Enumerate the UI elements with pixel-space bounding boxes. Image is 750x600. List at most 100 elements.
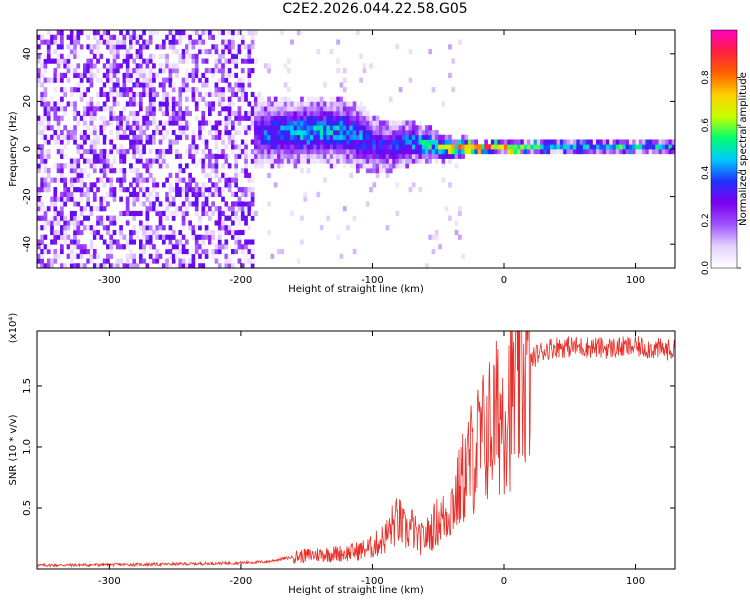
spectrogram-cell bbox=[89, 82, 94, 88]
spectrogram-cell bbox=[102, 149, 107, 155]
spectrogram-cell bbox=[263, 149, 268, 155]
spectrogram-cell bbox=[165, 163, 169, 169]
spectrogram-cell bbox=[211, 229, 215, 236]
spectrogram-cell bbox=[135, 149, 140, 155]
spectrogram-cell bbox=[63, 215, 67, 221]
spectrogram-cell bbox=[392, 153, 396, 159]
spectrogram-cell bbox=[138, 239, 143, 245]
spectrogram-cell bbox=[309, 96, 314, 102]
colorbar: 0.00.20.40.60.8 Normalized spectral ampl… bbox=[701, 29, 749, 275]
spectrogram-cell bbox=[37, 239, 41, 245]
spectrogram-cell bbox=[79, 91, 84, 98]
spectrogram-cell bbox=[63, 163, 67, 169]
spectrogram-cell bbox=[247, 30, 252, 36]
spectrogram-cell bbox=[365, 163, 370, 169]
spectrogram-cell bbox=[349, 149, 354, 155]
spectrogram-cell bbox=[73, 115, 77, 121]
spectrogram-cell bbox=[217, 177, 222, 183]
spectrogram-cell bbox=[168, 115, 173, 121]
spectrogram-cell bbox=[425, 149, 429, 155]
spectrogram-cell bbox=[270, 253, 275, 259]
spectrogram-cell bbox=[152, 96, 156, 102]
spectrogram-cell bbox=[168, 44, 173, 50]
spectrogram-cell bbox=[40, 144, 44, 150]
spectrogram-cell bbox=[379, 163, 383, 169]
spectrogram-cell bbox=[359, 129, 363, 136]
spectrogram-cell bbox=[329, 144, 334, 150]
spectrogram-cell bbox=[221, 244, 225, 250]
spectrogram-cell bbox=[148, 77, 153, 83]
spectrogram-cell bbox=[171, 44, 176, 50]
spectrogram-cell bbox=[339, 96, 344, 102]
spectrogram-cell bbox=[434, 158, 439, 164]
spectrogram-cell bbox=[211, 248, 215, 255]
spectrogram-cell bbox=[303, 158, 308, 164]
spectrogram-cell bbox=[191, 44, 196, 50]
spectrogram-cell bbox=[125, 120, 130, 126]
spectrogram-cell bbox=[214, 91, 219, 98]
spectrogram-cell bbox=[129, 234, 133, 240]
spectrogram-cell bbox=[201, 248, 206, 255]
spectrogram-cell bbox=[490, 149, 495, 155]
spectrogram-cell bbox=[171, 129, 176, 136]
spectrogram-cell bbox=[277, 120, 281, 126]
spectrogram-cell bbox=[372, 163, 377, 169]
spectrogram-cell bbox=[342, 77, 347, 83]
spectrogram-cell bbox=[382, 158, 386, 164]
spectrogram-cell bbox=[316, 149, 321, 155]
spectrogram-cell bbox=[250, 125, 255, 131]
spectrogram-cell bbox=[40, 134, 44, 140]
spectrogram-cell bbox=[356, 144, 360, 150]
spectrogram-cell bbox=[76, 87, 81, 93]
spectrogram-cell bbox=[161, 91, 166, 98]
spectrogram-cell bbox=[300, 115, 304, 121]
spectrogram-cell bbox=[96, 253, 100, 259]
spectrogram-cell bbox=[234, 215, 239, 221]
spectrogram-cell bbox=[277, 163, 281, 169]
spectrogram-cell bbox=[204, 144, 209, 150]
spectrogram-cell bbox=[231, 53, 235, 59]
spectrogram-cell bbox=[125, 244, 130, 250]
spectrogram-cell bbox=[43, 149, 48, 155]
spectrogram-cell bbox=[375, 129, 380, 136]
spectrogram-cell bbox=[270, 139, 275, 145]
spectrogram-cell bbox=[461, 149, 465, 155]
spectrogram-cell bbox=[214, 220, 219, 226]
spectrogram-cell bbox=[619, 139, 623, 145]
spectrogram-cell bbox=[204, 101, 209, 107]
spectrogram-cell bbox=[359, 120, 363, 126]
spectrogram-cell bbox=[349, 129, 354, 136]
spectrogram-cell bbox=[244, 96, 248, 102]
spectrogram-cell bbox=[247, 153, 252, 159]
spectrogram-cell bbox=[204, 153, 209, 159]
spectrogram-cell bbox=[332, 110, 337, 117]
spectrogram-cell bbox=[122, 187, 127, 193]
spectrogram-cell bbox=[336, 106, 340, 112]
spectrogram-cell bbox=[329, 158, 334, 164]
spectrogram-cell bbox=[661, 144, 666, 150]
spectrogram-cell bbox=[115, 263, 120, 268]
spectrogram-cell bbox=[263, 158, 268, 164]
spectrogram-cell bbox=[517, 144, 521, 150]
spectrogram-cell bbox=[119, 44, 123, 50]
spectrogram-cell bbox=[152, 244, 156, 250]
spectrogram-cell bbox=[313, 101, 317, 107]
spectrogram-cell bbox=[129, 44, 133, 50]
spectrogram-cell bbox=[40, 239, 44, 245]
spectrogram-cell bbox=[40, 206, 44, 212]
spectrogram-cell bbox=[329, 96, 334, 102]
spectrogram-cell bbox=[43, 101, 48, 107]
spectrogram-cell bbox=[152, 72, 156, 78]
spectrogram-cell bbox=[204, 229, 209, 236]
spectrogram-cell bbox=[336, 149, 340, 155]
spectrogram-cell bbox=[352, 129, 357, 136]
spectrogram-cell bbox=[40, 72, 44, 78]
spectrogram-cell bbox=[125, 134, 130, 140]
spectrogram-cell bbox=[385, 139, 390, 145]
spectrogram-cell bbox=[622, 144, 627, 150]
spectrogram-cell bbox=[217, 87, 222, 93]
spectrogram-cell bbox=[175, 49, 179, 55]
spectrogram-cell bbox=[316, 101, 321, 107]
spectrogram-cell bbox=[125, 253, 130, 259]
spectrogram-cell bbox=[79, 129, 84, 136]
